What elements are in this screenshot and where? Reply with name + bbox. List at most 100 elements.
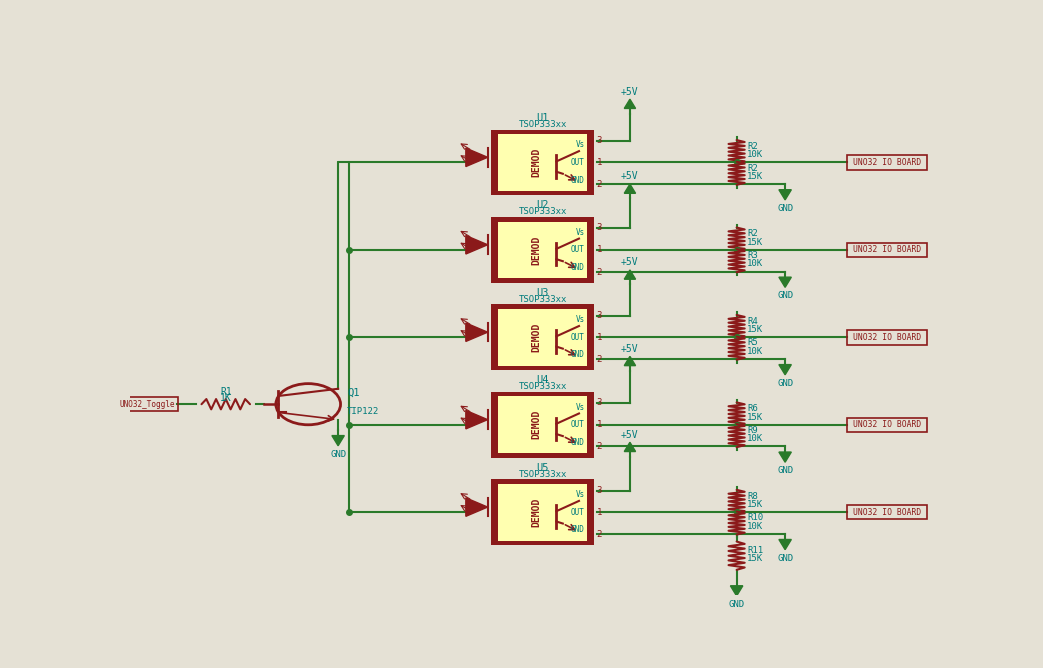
- Text: GND: GND: [571, 438, 585, 447]
- Text: 3: 3: [597, 398, 602, 407]
- Text: R2: R2: [747, 142, 758, 151]
- FancyBboxPatch shape: [491, 305, 595, 370]
- Text: GND: GND: [571, 351, 585, 359]
- Text: 15K: 15K: [747, 413, 763, 422]
- Text: GND: GND: [571, 525, 585, 534]
- Text: R3: R3: [747, 251, 758, 260]
- Text: 1: 1: [597, 245, 602, 255]
- Text: 2: 2: [597, 442, 602, 452]
- Text: 10K: 10K: [747, 347, 763, 356]
- Text: 3: 3: [597, 486, 602, 494]
- Text: UNO32 IO BOARD: UNO32 IO BOARD: [853, 420, 921, 430]
- Text: TSOP333xx: TSOP333xx: [518, 470, 566, 479]
- Polygon shape: [625, 356, 635, 365]
- Text: DEMOD: DEMOD: [531, 323, 541, 352]
- Text: +5V: +5V: [622, 172, 638, 182]
- FancyBboxPatch shape: [499, 134, 587, 191]
- Text: TSOP333xx: TSOP333xx: [518, 208, 566, 216]
- Text: U1: U1: [536, 113, 549, 123]
- FancyBboxPatch shape: [499, 484, 587, 540]
- Text: 10K: 10K: [747, 150, 763, 159]
- Text: 2: 2: [597, 180, 602, 189]
- Text: TSOP333xx: TSOP333xx: [518, 382, 566, 391]
- Text: U2: U2: [536, 200, 549, 210]
- Text: GND: GND: [330, 450, 346, 459]
- Text: 1K: 1K: [220, 393, 232, 403]
- Text: 10K: 10K: [747, 522, 763, 530]
- Text: GND: GND: [777, 554, 793, 562]
- Text: Vs: Vs: [576, 315, 585, 324]
- Text: Vs: Vs: [576, 490, 585, 499]
- Text: U5: U5: [536, 463, 549, 473]
- Text: 15K: 15K: [747, 500, 763, 509]
- Text: +5V: +5V: [622, 430, 638, 440]
- Text: 2: 2: [597, 530, 602, 539]
- Text: R4: R4: [747, 317, 758, 326]
- Text: DEMOD: DEMOD: [531, 148, 541, 177]
- Polygon shape: [779, 540, 792, 550]
- Text: 1: 1: [597, 420, 602, 430]
- Text: GND: GND: [571, 263, 585, 272]
- Polygon shape: [730, 586, 743, 596]
- Text: GND: GND: [777, 291, 793, 301]
- Text: GND: GND: [571, 176, 585, 184]
- Polygon shape: [625, 99, 635, 108]
- Text: UNO32 IO BOARD: UNO32 IO BOARD: [853, 245, 921, 255]
- Text: GND: GND: [777, 466, 793, 476]
- Text: Vs: Vs: [576, 228, 585, 236]
- Text: R10: R10: [747, 514, 763, 522]
- Text: 1: 1: [597, 158, 602, 167]
- Polygon shape: [466, 148, 488, 166]
- Text: 1: 1: [597, 508, 602, 517]
- Polygon shape: [779, 365, 792, 375]
- Text: OUT: OUT: [571, 245, 585, 255]
- Polygon shape: [466, 498, 488, 516]
- Text: Q1: Q1: [347, 388, 360, 398]
- Polygon shape: [625, 270, 635, 279]
- Text: +5V: +5V: [622, 344, 638, 354]
- Text: 15K: 15K: [747, 325, 763, 334]
- Text: R6: R6: [747, 404, 758, 413]
- FancyBboxPatch shape: [499, 222, 587, 278]
- Text: OUT: OUT: [571, 508, 585, 517]
- Polygon shape: [625, 184, 635, 193]
- Text: U4: U4: [536, 375, 549, 385]
- Text: UNO32 IO BOARD: UNO32 IO BOARD: [853, 508, 921, 517]
- FancyBboxPatch shape: [491, 130, 595, 195]
- Text: 15K: 15K: [747, 238, 763, 246]
- Text: R11: R11: [747, 546, 763, 555]
- Text: Vs: Vs: [576, 403, 585, 411]
- Text: DEMOD: DEMOD: [531, 498, 541, 527]
- Text: OUT: OUT: [571, 158, 585, 167]
- Text: +5V: +5V: [622, 257, 638, 267]
- Text: TSOP333xx: TSOP333xx: [518, 120, 566, 129]
- Polygon shape: [779, 190, 792, 200]
- Text: GND: GND: [777, 379, 793, 388]
- Text: TIP122: TIP122: [347, 407, 380, 415]
- Text: TSOP333xx: TSOP333xx: [518, 295, 566, 304]
- FancyBboxPatch shape: [499, 309, 587, 365]
- Text: 15K: 15K: [747, 554, 763, 563]
- Text: R9: R9: [747, 426, 758, 435]
- Text: R8: R8: [747, 492, 758, 501]
- Text: DEMOD: DEMOD: [531, 235, 541, 265]
- FancyBboxPatch shape: [491, 217, 595, 283]
- Polygon shape: [332, 436, 344, 446]
- Text: 10K: 10K: [747, 259, 763, 269]
- FancyBboxPatch shape: [491, 392, 595, 458]
- Text: UNO32 IO BOARD: UNO32 IO BOARD: [853, 333, 921, 342]
- FancyBboxPatch shape: [499, 397, 587, 453]
- Text: R1: R1: [220, 387, 232, 397]
- Text: 2: 2: [597, 355, 602, 364]
- Text: GND: GND: [729, 600, 745, 609]
- Text: R2: R2: [747, 164, 758, 172]
- Text: 3: 3: [597, 311, 602, 320]
- Text: 15K: 15K: [747, 172, 763, 181]
- Text: UNO32_Toggle: UNO32_Toggle: [119, 399, 174, 409]
- Text: R2: R2: [747, 229, 758, 238]
- Text: 3: 3: [597, 223, 602, 232]
- Polygon shape: [779, 277, 792, 287]
- Text: 2: 2: [597, 267, 602, 277]
- FancyBboxPatch shape: [491, 480, 595, 545]
- Polygon shape: [625, 442, 635, 452]
